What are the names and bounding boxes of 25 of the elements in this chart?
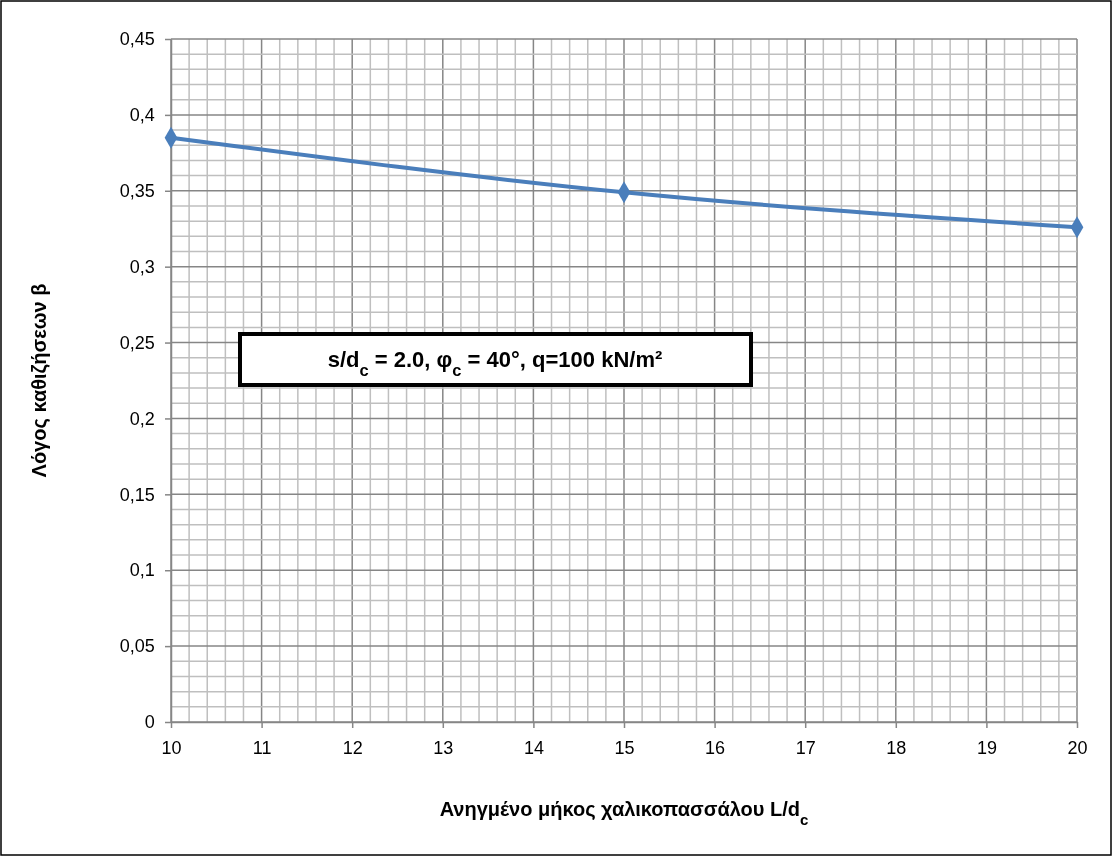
y-tick-label: 0,3 <box>129 256 155 277</box>
y-tick-label: 0,25 <box>119 332 155 353</box>
y-tick-label: 0,2 <box>129 408 155 429</box>
y-tick-label: 0,15 <box>119 484 155 505</box>
x-tick-label: 15 <box>614 738 635 759</box>
y-tick-label: 0,35 <box>119 181 155 202</box>
y-tick-label: 0,45 <box>119 29 155 50</box>
x-tick-label: 12 <box>342 738 363 759</box>
y-axis-title: Λόγος καθιζήσεων β <box>28 283 50 478</box>
x-tick-label: 10 <box>161 738 182 759</box>
x-tick-label: 19 <box>976 738 997 759</box>
y-tick-label: 0,4 <box>129 105 155 126</box>
text-box: s/d$_{c}$ = 2.0, φ$_{c}$ = 40°, q=100 kN/m² <box>238 332 753 387</box>
y-tick-label: 0,05 <box>119 636 155 657</box>
annotation: s/d$_{c}$ = 2.0, φ$_{c}$ = 40°, q=100 kN/m² <box>327 347 663 379</box>
x-tick-label: 14 <box>523 738 544 759</box>
y-tick-label: 0 <box>144 712 155 733</box>
x-tick-label: 20 <box>1067 738 1088 759</box>
y-tick-label: 0,1 <box>129 560 155 581</box>
x-tick-label: 11 <box>252 738 272 759</box>
x-tick-label: 17 <box>795 738 816 759</box>
x-axis-title: Ανηγμένο μήκος χαλικοπασσάλου L/d$_{c}$ <box>439 798 809 828</box>
x-tick-label: 16 <box>705 738 726 759</box>
x-tick-label: 13 <box>433 738 454 759</box>
x-tick-label: 18 <box>886 738 907 759</box>
